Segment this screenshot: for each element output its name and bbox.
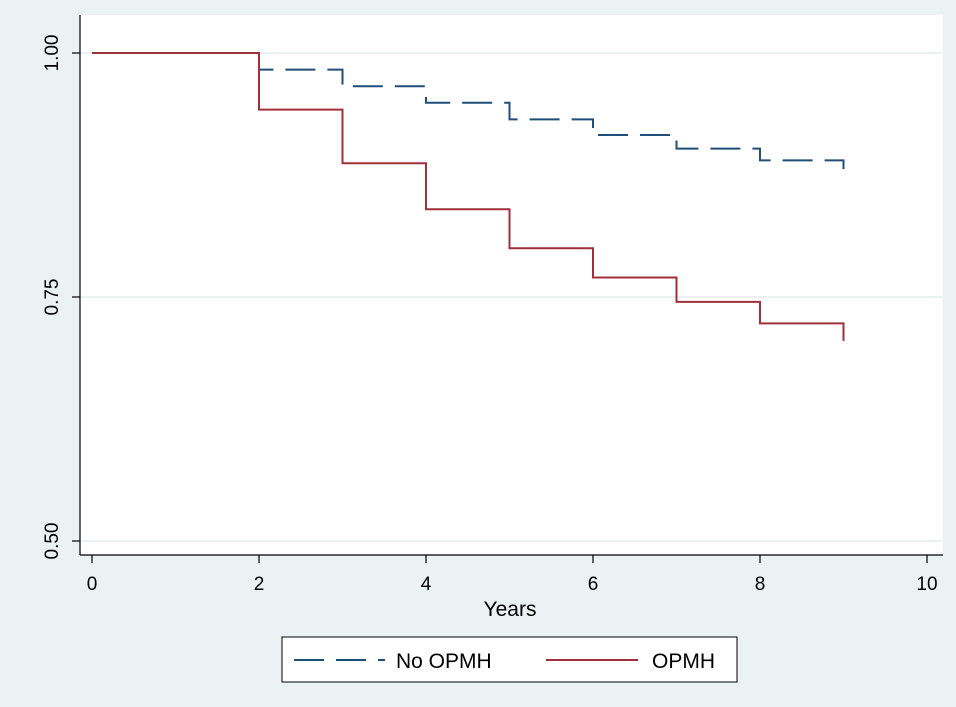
x-axis-title: Years xyxy=(484,598,537,621)
x-tick-label: 6 xyxy=(588,574,599,595)
legend-label-no-opmh: No OPMH xyxy=(396,650,492,673)
x-tick-label: 4 xyxy=(421,574,432,595)
y-axis-ticks: 0.50 0.75 1.00 xyxy=(42,35,80,560)
plot-area xyxy=(80,15,943,555)
x-tick-label: 8 xyxy=(755,574,766,595)
y-tick-label: 1.00 xyxy=(42,35,63,72)
y-tick-label: 0.75 xyxy=(42,279,63,316)
x-axis-ticks: 0 2 4 6 8 10 xyxy=(87,555,938,595)
series-line-opmh xyxy=(92,52,845,341)
series-lines xyxy=(92,52,845,341)
legend-label-opmh: OPMH xyxy=(652,650,715,673)
x-tick-label: 10 xyxy=(916,574,937,595)
legend: No OPMH OPMH xyxy=(281,636,738,683)
y-tick-label: 0.50 xyxy=(42,523,63,560)
series-line-no-opmh xyxy=(92,52,845,170)
x-tick-label: 2 xyxy=(254,574,265,595)
x-tick-label: 0 xyxy=(87,574,98,595)
